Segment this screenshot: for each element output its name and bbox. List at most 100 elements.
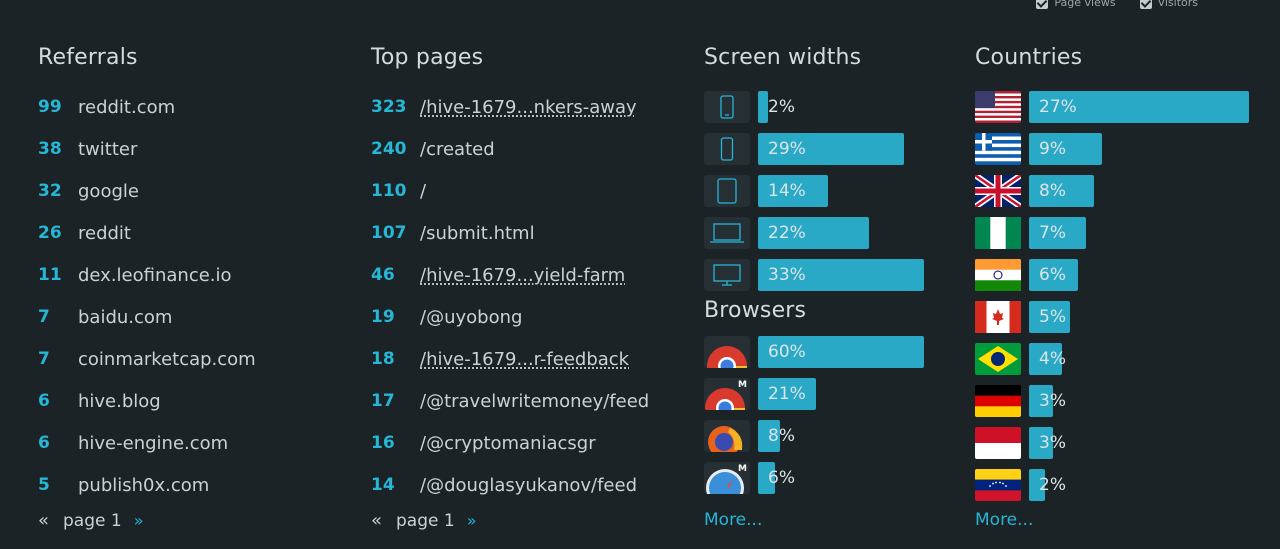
screen-width-row[interactable]: 33% <box>704 254 924 296</box>
desktop-icon <box>704 259 750 291</box>
referral-label[interactable]: hive-engine.com <box>78 432 229 454</box>
referral-label[interactable]: google <box>78 180 139 202</box>
page-count: 19 <box>371 307 395 327</box>
page-row[interactable]: 19 /@uyobong <box>371 296 691 338</box>
previous-page-button[interactable]: « <box>371 510 383 531</box>
referral-label[interactable]: twitter <box>78 138 138 160</box>
referral-label[interactable]: baidu.com <box>78 306 173 328</box>
screen-width-row[interactable]: 29% <box>704 128 924 170</box>
referral-row[interactable]: 5 publish0x.com <box>38 464 338 506</box>
legend-visitors[interactable]: Visitors <box>1139 0 1198 9</box>
page-link[interactable]: /@uyobong <box>420 306 523 328</box>
page-views-checkbox[interactable] <box>1036 0 1049 9</box>
previous-page-button[interactable]: « <box>38 510 50 531</box>
browser-row[interactable]: M 6% <box>704 457 924 499</box>
referral-count: 7 <box>38 349 50 369</box>
country-percent: 4% <box>1039 349 1066 369</box>
country-row[interactable]: 8% <box>975 170 1249 212</box>
page-link[interactable]: /created <box>420 138 495 160</box>
country-row[interactable]: 2% <box>975 464 1249 506</box>
page-row[interactable]: 14 /@douglasyukanov/feed <box>371 464 691 506</box>
browser-row[interactable]: 60% <box>704 331 924 373</box>
country-percent: 6% <box>1039 265 1066 285</box>
indonesia-flag-icon <box>975 427 1021 459</box>
referral-count: 6 <box>38 391 50 411</box>
next-page-button[interactable]: » <box>133 511 144 530</box>
page-link[interactable]: /@douglasyukanov/feed <box>420 474 637 496</box>
screen-width-bar <box>758 217 869 249</box>
country-row[interactable]: 7% <box>975 212 1249 254</box>
referrals-list: 99 reddit.com 38 twitter 32 google 26 reddit… <box>38 86 338 506</box>
page-row[interactable]: 16 /@cryptomaniacsgr <box>371 422 691 464</box>
country-percent: 27% <box>1039 97 1077 117</box>
page-row[interactable]: 18/hive-1679...r-feedback <box>371 338 691 380</box>
page-link[interactable]: /@cryptomaniacsgr <box>420 432 596 454</box>
screen-width-row[interactable]: 22% <box>704 212 924 254</box>
country-percent: 3% <box>1039 433 1066 453</box>
page-row[interactable]: 46/hive-1679...yield-farm <box>371 254 691 296</box>
referral-count: 26 <box>38 223 62 243</box>
referral-label[interactable]: coinmarketcap.com <box>78 348 256 370</box>
screen-width-bar <box>758 133 904 165</box>
country-row[interactable]: 3% <box>975 422 1249 464</box>
page-link[interactable]: /hive-1679...r-feedback <box>420 348 630 370</box>
browsers-more-link[interactable]: More... <box>704 510 763 530</box>
referral-row[interactable]: 32 google <box>38 170 338 212</box>
page-link[interactable]: /hive-1679...yield-farm <box>420 264 626 286</box>
page-row[interactable]: 240/created <box>371 128 691 170</box>
referral-count: 11 <box>38 265 62 285</box>
referral-row[interactable]: 6 hive.blog <box>38 380 338 422</box>
screen-width-row[interactable]: 2% <box>704 86 924 128</box>
country-row[interactable]: 5% <box>975 296 1249 338</box>
page-count: 18 <box>371 349 395 369</box>
screen-width-row[interactable]: 14% <box>704 170 924 212</box>
referral-label[interactable]: hive.blog <box>78 390 161 412</box>
screen-width-percent: 22% <box>768 223 806 243</box>
referral-row[interactable]: 26 reddit <box>38 212 338 254</box>
page-link[interactable]: /submit.html <box>420 222 535 244</box>
referral-label[interactable]: reddit.com <box>78 96 176 118</box>
page-row[interactable]: 323/hive-1679...nkers-away <box>371 86 691 128</box>
country-bar <box>1029 343 1062 375</box>
country-row[interactable]: 4% <box>975 338 1249 380</box>
page-row[interactable]: 107/submit.html <box>371 212 691 254</box>
page-row[interactable]: 110 / <box>371 170 691 212</box>
referral-label[interactable]: reddit <box>78 222 131 244</box>
country-row[interactable]: 27% <box>975 86 1249 128</box>
visitors-checkbox[interactable] <box>1139 0 1152 9</box>
page-row[interactable]: 17 /@travelwritemoney/feed <box>371 380 691 422</box>
page-link[interactable]: /hive-1679...nkers-away <box>420 96 637 118</box>
referral-row[interactable]: 99 reddit.com <box>38 86 338 128</box>
country-percent: 8% <box>1039 181 1066 201</box>
referral-count: 99 <box>38 97 62 117</box>
referral-label[interactable]: publish0x.com <box>78 474 210 496</box>
referral-row[interactable]: 6 hive-engine.com <box>38 422 338 464</box>
page-indicator: page 1 <box>63 510 122 531</box>
country-row[interactable]: 6% <box>975 254 1249 296</box>
country-bar <box>1029 301 1070 333</box>
venezuela-flag-icon <box>975 469 1021 501</box>
referral-row[interactable]: 7 coinmarketcap.com <box>38 338 338 380</box>
country-row[interactable]: 9% <box>975 128 1249 170</box>
referrals-panel: Referrals 99 reddit.com 38 twitter 32 googl… <box>38 44 338 506</box>
browser-row[interactable]: M 21% <box>704 373 924 415</box>
next-page-button[interactable]: » <box>466 511 477 530</box>
referral-row[interactable]: 11 dex.leofinance.io <box>38 254 338 296</box>
browser-percent: 8% <box>768 426 795 446</box>
countries-more-link[interactable]: More... <box>975 510 1034 530</box>
screen-width-percent: 33% <box>768 265 806 285</box>
browser-bar <box>758 378 816 410</box>
page-link[interactable]: /@travelwritemoney/feed <box>420 390 650 412</box>
referral-label[interactable]: dex.leofinance.io <box>78 264 232 286</box>
screen-width-bar <box>758 259 924 291</box>
referral-row[interactable]: 7 baidu.com <box>38 296 338 338</box>
legend-page-views[interactable]: Page views <box>1036 0 1116 9</box>
country-row[interactable]: 3% <box>975 380 1249 422</box>
browser-bar <box>758 420 780 452</box>
browser-row[interactable]: 8% <box>704 415 924 457</box>
chrome-mobile-icon: M <box>704 378 750 410</box>
page-link[interactable]: / <box>420 180 427 202</box>
countries-panel: Countries 27% 9% 8% 7% <box>975 44 1249 506</box>
browser-bar <box>758 462 775 494</box>
referral-row[interactable]: 38 twitter <box>38 128 338 170</box>
